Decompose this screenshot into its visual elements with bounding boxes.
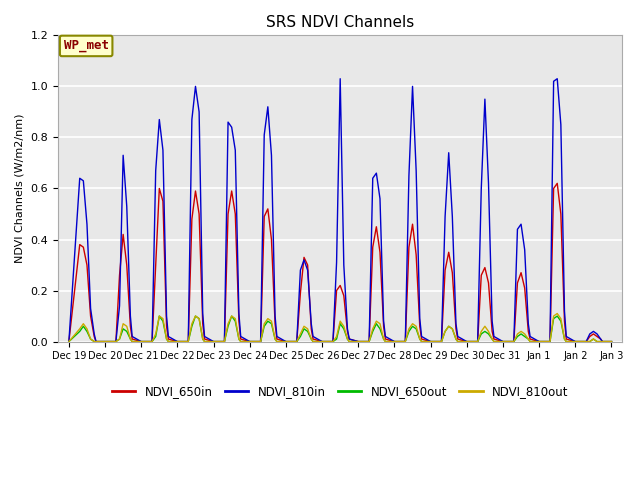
Text: WP_met: WP_met: [63, 39, 109, 52]
Legend: NDVI_650in, NDVI_810in, NDVI_650out, NDVI_810out: NDVI_650in, NDVI_810in, NDVI_650out, NDV…: [107, 381, 573, 403]
Y-axis label: NDVI Channels (W/m2/nm): NDVI Channels (W/m2/nm): [15, 114, 25, 263]
Title: SRS NDVI Channels: SRS NDVI Channels: [266, 15, 414, 30]
